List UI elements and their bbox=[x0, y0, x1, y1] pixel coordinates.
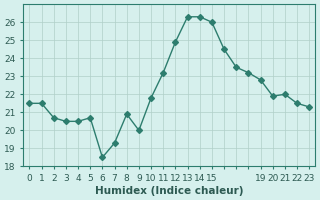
X-axis label: Humidex (Indice chaleur): Humidex (Indice chaleur) bbox=[95, 186, 244, 196]
